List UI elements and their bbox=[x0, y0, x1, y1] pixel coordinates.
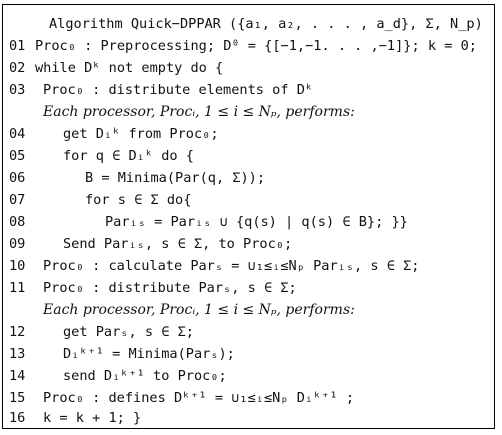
line-number: 02 bbox=[9, 60, 26, 76]
line-number: 11 bbox=[9, 280, 26, 296]
line-number: 06 bbox=[9, 170, 26, 186]
algorithm-lines: Algorithm Quick−DPPAR ({a₁, a₂, . . . , … bbox=[3, 5, 494, 428]
line-text: for q ∈ Dᵢᵏ do { bbox=[63, 148, 194, 164]
line-text: B = Minima(Par(q, Σ)); bbox=[85, 170, 266, 186]
line-text: Proc₀ : distribute Parₛ, s ∈ Σ; bbox=[43, 280, 297, 296]
algorithm-header: Algorithm Quick−DPPAR ({a₁, a₂, . . . , … bbox=[49, 16, 483, 32]
line-text: Each processor, Procᵢ, 1 ≤ i ≤ Nₚ, perfo… bbox=[43, 302, 355, 318]
line-number: 16 bbox=[9, 410, 26, 426]
line-number: 09 bbox=[9, 236, 26, 252]
line-text: Dᵢᵏ⁺¹ = Minima(Parₛ); bbox=[63, 346, 235, 362]
line-number: 01 bbox=[9, 38, 26, 54]
line-text: Parᵢₛ = Parᵢₛ ∪ {q(s) | q(s) ∈ B}; }} bbox=[105, 214, 408, 230]
line-text: Proc₀ : defines Dᵏ⁺¹ = ∪₁≤ᵢ≤Nₚ Dᵢᵏ⁺¹ ; bbox=[43, 390, 354, 406]
line-number: 10 bbox=[9, 258, 26, 274]
line-number: 12 bbox=[9, 324, 26, 340]
line-text: send Dᵢᵏ⁺¹ to Proc₀; bbox=[63, 368, 227, 384]
line-number: 15 bbox=[9, 390, 26, 406]
line-number: 08 bbox=[9, 214, 26, 230]
line-text: Proc₀ : Preprocessing; D⁰ = {[−1,−1. . .… bbox=[35, 38, 477, 54]
line-text: get Parₛ, s ∈ Σ; bbox=[63, 324, 194, 340]
line-number: 13 bbox=[9, 346, 26, 362]
line-number: 07 bbox=[9, 192, 26, 208]
line-text: Proc₀ : distribute elements of Dᵏ bbox=[43, 82, 314, 98]
line-text: while Dᵏ not empty do { bbox=[35, 60, 224, 76]
line-text: Each processor, Procᵢ, 1 ≤ i ≤ Nₚ, perfo… bbox=[43, 104, 355, 120]
line-text: k = k + 1; } bbox=[43, 410, 142, 426]
line-text: Proc₀ : calculate Parₛ = ∪₁≤ᵢ≤Nₚ Parᵢₛ, … bbox=[43, 258, 420, 274]
line-text: for s ∈ Σ do{ bbox=[85, 192, 192, 208]
line-number: 05 bbox=[9, 148, 26, 164]
algorithm-box: Algorithm Quick−DPPAR ({a₁, a₂, . . . , … bbox=[2, 4, 495, 429]
line-text: get Dᵢᵏ from Proc₀; bbox=[63, 126, 219, 142]
line-text: Send Parᵢₛ, s ∈ Σ, to Proc₀; bbox=[63, 236, 293, 252]
line-number: 03 bbox=[9, 82, 26, 98]
line-number: 14 bbox=[9, 368, 26, 384]
line-number: 04 bbox=[9, 126, 26, 142]
